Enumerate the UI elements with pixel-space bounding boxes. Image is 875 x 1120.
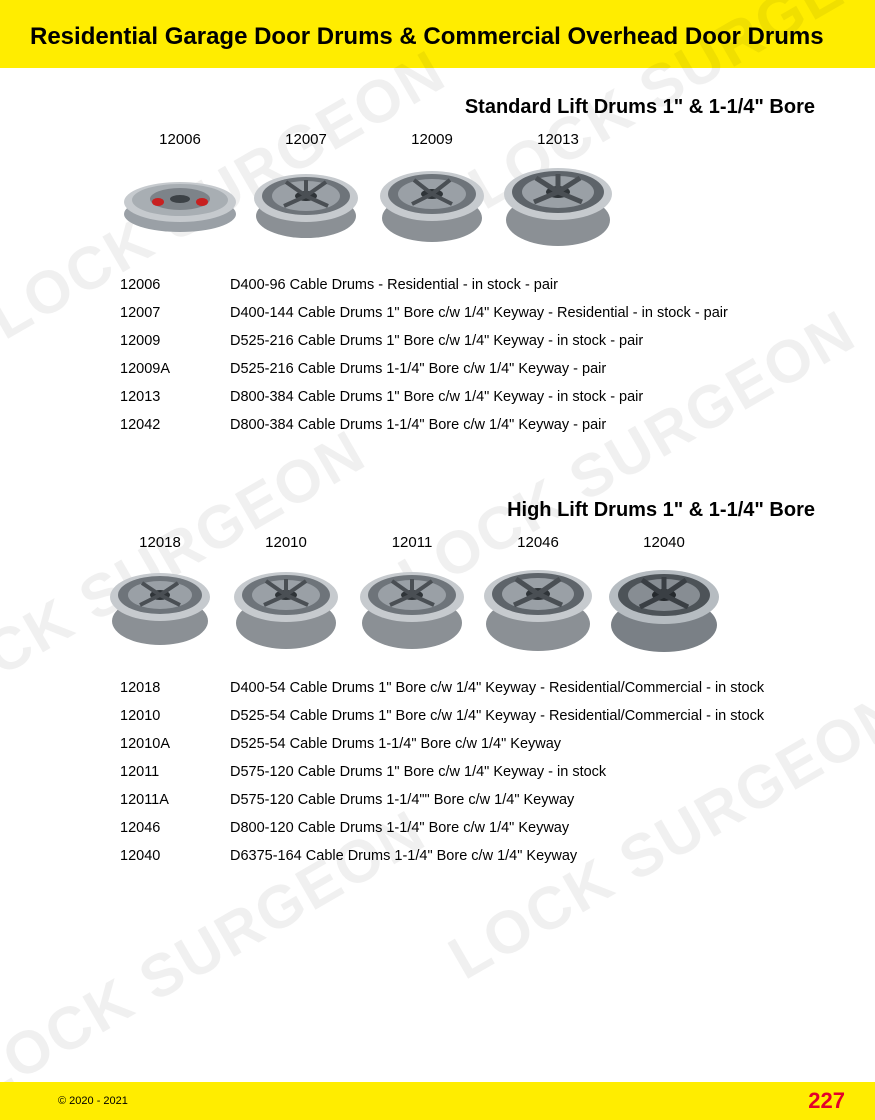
spec-desc: D800-384 Cable Drums 1-1/4" Bore c/w 1/4…: [230, 417, 606, 433]
spec-row: 12018D400-54 Cable Drums 1" Bore c/w 1/4…: [120, 674, 835, 702]
spec-desc: D525-216 Cable Drums 1-1/4" Bore c/w 1/4…: [230, 361, 606, 377]
drum-image-12011: [352, 557, 472, 652]
drum-image-12040: [604, 557, 724, 652]
drum-image-12010: [226, 557, 346, 652]
thumb-label: 12007: [285, 131, 327, 148]
spec-row: 12011D575-120 Cable Drums 1" Bore c/w 1/…: [120, 758, 835, 786]
spec-desc: D800-120 Cable Drums 1-1/4" Bore c/w 1/4…: [230, 820, 569, 836]
thumb-12013: 12013: [498, 131, 618, 249]
spec-desc: D525-54 Cable Drums 1-1/4" Bore c/w 1/4"…: [230, 736, 561, 752]
spec-desc: D400-54 Cable Drums 1" Bore c/w 1/4" Key…: [230, 680, 764, 696]
section2-spec: 12018D400-54 Cable Drums 1" Bore c/w 1/4…: [120, 674, 835, 870]
spec-code: 12013: [120, 389, 230, 405]
thumb-label: 12006: [159, 131, 201, 148]
spec-desc: D525-216 Cable Drums 1" Bore c/w 1/4" Ke…: [230, 333, 643, 349]
spec-code: 12007: [120, 305, 230, 321]
spec-row: 12042D800-384 Cable Drums 1-1/4" Bore c/…: [120, 411, 835, 439]
spec-row: 12009D525-216 Cable Drums 1" Bore c/w 1/…: [120, 327, 835, 355]
copyright: © 2020 - 2021: [58, 1095, 128, 1107]
spec-code: 12006: [120, 277, 230, 293]
spec-row: 12007D400-144 Cable Drums 1" Bore c/w 1/…: [120, 299, 835, 327]
drum-image-12046: [478, 557, 598, 652]
thumb-label: 12011: [392, 534, 433, 551]
thumb-12040: 12040: [604, 534, 724, 652]
spec-desc: D525-54 Cable Drums 1" Bore c/w 1/4" Key…: [230, 708, 764, 724]
thumb-12006: 12006: [120, 131, 240, 249]
drum-image-12018: [100, 557, 220, 652]
spec-desc: D800-384 Cable Drums 1" Bore c/w 1/4" Ke…: [230, 389, 643, 405]
page-title: Residential Garage Door Drums & Commerci…: [30, 22, 845, 52]
spec-code: 12011A: [120, 792, 230, 808]
spec-code: 12042: [120, 417, 230, 433]
spec-row: 12013D800-384 Cable Drums 1" Bore c/w 1/…: [120, 383, 835, 411]
spec-code: 12010: [120, 708, 230, 724]
thumb-12018: 12018: [100, 534, 220, 652]
thumb-12046: 12046: [478, 534, 598, 652]
thumb-12007: 12007: [246, 131, 366, 249]
thumb-label: 12013: [537, 131, 579, 148]
spec-code: 12018: [120, 680, 230, 696]
section2-thumbs: 12018 12010: [100, 534, 835, 652]
thumb-label: 12009: [411, 131, 453, 148]
drum-image-12006: [120, 154, 240, 249]
drum-image-12007: [246, 154, 366, 249]
spec-code: 12011: [120, 764, 230, 780]
spec-row: 12040D6375-164 Cable Drums 1-1/4" Bore c…: [120, 842, 835, 870]
section1-thumbs: 12006 12007: [120, 131, 835, 249]
spec-code: 12010A: [120, 736, 230, 752]
drum-image-12013: [498, 154, 618, 249]
spec-desc: D400-96 Cable Drums - Residential - in s…: [230, 277, 558, 293]
thumb-label: 12018: [139, 534, 181, 551]
thumb-label: 12046: [517, 534, 559, 551]
spec-code: 12046: [120, 820, 230, 836]
spec-desc: D575-120 Cable Drums 1" Bore c/w 1/4" Ke…: [230, 764, 606, 780]
spec-code: 12009: [120, 333, 230, 349]
spec-desc: D400-144 Cable Drums 1" Bore c/w 1/4" Ke…: [230, 305, 728, 321]
page-number: 227: [808, 1088, 845, 1114]
spec-code: 12009A: [120, 361, 230, 377]
spec-row: 12011AD575-120 Cable Drums 1-1/4"" Bore …: [120, 786, 835, 814]
spec-row: 12046D800-120 Cable Drums 1-1/4" Bore c/…: [120, 814, 835, 842]
spec-row: 12010AD525-54 Cable Drums 1-1/4" Bore c/…: [120, 730, 835, 758]
section1-title: Standard Lift Drums 1" & 1-1/4" Bore: [60, 96, 815, 119]
drum-image-12009: [372, 154, 492, 249]
section1-spec: 12006D400-96 Cable Drums - Residential -…: [120, 271, 835, 439]
spec-row: 12006D400-96 Cable Drums - Residential -…: [120, 271, 835, 299]
spec-row: 12009AD525-216 Cable Drums 1-1/4" Bore c…: [120, 355, 835, 383]
thumb-label: 12040: [643, 534, 685, 551]
spec-desc: D575-120 Cable Drums 1-1/4"" Bore c/w 1/…: [230, 792, 574, 808]
header-bar: Residential Garage Door Drums & Commerci…: [0, 0, 875, 68]
spec-desc: D6375-164 Cable Drums 1-1/4" Bore c/w 1/…: [230, 848, 577, 864]
thumb-12009: 12009: [372, 131, 492, 249]
spec-row: 12010D525-54 Cable Drums 1" Bore c/w 1/4…: [120, 702, 835, 730]
thumb-12010: 12010: [226, 534, 346, 652]
thumb-12011: 12011: [352, 534, 472, 652]
section2-title: High Lift Drums 1" & 1-1/4" Bore: [60, 499, 815, 522]
footer-bar: © 2020 - 2021 227: [0, 1082, 875, 1120]
thumb-label: 12010: [265, 534, 307, 551]
spec-code: 12040: [120, 848, 230, 864]
